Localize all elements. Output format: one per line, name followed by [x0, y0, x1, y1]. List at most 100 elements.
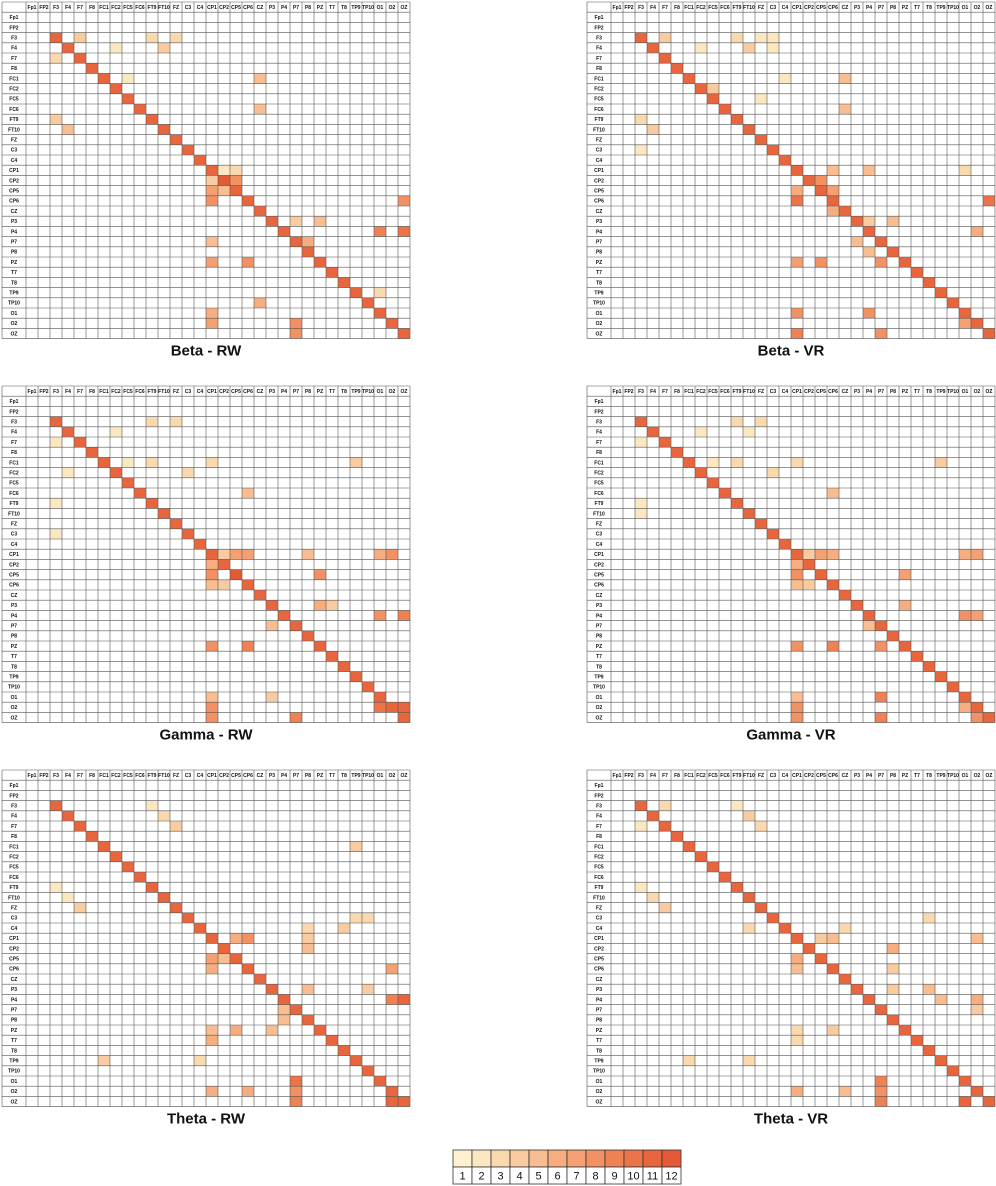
column-label: FZ: [173, 5, 179, 11]
column-label: PZ: [317, 5, 323, 11]
column-label: FZ: [758, 773, 764, 779]
row-label: TP10: [8, 1069, 20, 1075]
cell: [923, 912, 935, 923]
row-label: FT9: [10, 501, 19, 507]
column-label: T8: [926, 389, 932, 395]
row-label: O2: [11, 1089, 18, 1095]
cell: [791, 712, 803, 723]
row-label: T7: [11, 270, 17, 276]
column-label: FC2: [111, 5, 121, 11]
column-label: C4: [782, 773, 789, 779]
diagonal-cell: [170, 518, 182, 529]
cell: [803, 579, 815, 590]
cell: [731, 800, 743, 811]
row-label: CP2: [9, 562, 19, 568]
cell: [290, 318, 302, 329]
cell: [659, 800, 671, 811]
diagonal-cell: [86, 447, 98, 458]
row-label: CP5: [9, 573, 19, 579]
row-label: Fp1: [10, 783, 19, 789]
diagonal-cell: [731, 498, 743, 509]
cell: [158, 810, 170, 821]
cell: [983, 195, 995, 206]
cell: [635, 508, 647, 519]
legend-label: 12: [665, 1170, 677, 1182]
row-label: O1: [11, 1079, 18, 1085]
column-label: FT10: [743, 5, 755, 11]
cell: [374, 610, 386, 621]
column-label: F8: [89, 389, 95, 395]
column-label: P4: [866, 389, 872, 395]
cell: [242, 549, 254, 560]
diagonal-cell: [386, 702, 398, 713]
row-label: P3: [596, 219, 602, 225]
column-label: T7: [914, 389, 920, 395]
diagonal-cell: [266, 984, 278, 995]
cell: [242, 933, 254, 944]
column-label: Fp1: [28, 773, 37, 779]
legend-swatch: [642, 1149, 663, 1168]
column-label: C4: [197, 5, 204, 11]
row-label: C3: [596, 148, 603, 154]
diagonal-cell: [959, 1076, 971, 1087]
row-label: CP2: [9, 946, 19, 952]
diagonal-cell: [122, 477, 134, 488]
cell: [50, 437, 62, 448]
row-label: P7: [596, 1008, 602, 1014]
diagonal-cell: [254, 206, 266, 217]
cell: [767, 42, 779, 53]
column-label: TP10: [947, 773, 959, 779]
chart-title: Beta - RW: [171, 343, 242, 360]
diagonal-cell: [62, 810, 74, 821]
diagonal-cell: [947, 1065, 959, 1076]
row-label: T8: [596, 280, 602, 286]
cell: [935, 994, 947, 1005]
row-label: O1: [596, 695, 603, 701]
diagonal-cell: [863, 226, 875, 237]
diagonal-cell: [242, 963, 254, 974]
cell: [875, 712, 887, 723]
column-label: P3: [269, 773, 275, 779]
cell: [815, 257, 827, 268]
cell: [851, 236, 863, 247]
column-label: TP9: [936, 5, 945, 11]
diagonal-cell: [695, 83, 707, 94]
column-label: F3: [638, 389, 644, 395]
row-label: PZ: [11, 1028, 17, 1034]
column-label: P4: [866, 773, 872, 779]
cell: [887, 984, 899, 995]
cell: [242, 641, 254, 652]
column-label: P3: [269, 5, 275, 11]
row-label: CP1: [9, 936, 19, 942]
column-label: Fp1: [28, 5, 37, 11]
legend-label: 8: [592, 1170, 598, 1182]
column-label: CP1: [792, 389, 802, 395]
column-label: TP9: [351, 773, 360, 779]
column-label: FT10: [158, 389, 170, 395]
column-label: FC2: [111, 389, 121, 395]
row-label: T7: [596, 654, 602, 660]
row-label: FC1: [9, 460, 19, 466]
row-label: CP5: [9, 957, 19, 963]
cell: [887, 216, 899, 227]
row-label: FC2: [594, 471, 604, 477]
row-label: CP6: [9, 199, 19, 205]
diagonal-cell: [62, 426, 74, 437]
cell: [887, 943, 899, 954]
cell: [206, 236, 218, 247]
column-label: CP6: [243, 5, 253, 11]
cell: [827, 165, 839, 176]
diagonal-cell: [647, 426, 659, 437]
cell: [743, 923, 755, 934]
cell: [875, 692, 887, 703]
diagonal-cell: [218, 559, 230, 570]
cell: [863, 620, 875, 631]
diagonal-cell: [983, 1096, 995, 1107]
row-label: Fp1: [595, 783, 604, 789]
row-label: O2: [596, 1089, 603, 1095]
diagonal-cell: [719, 104, 731, 115]
cell: [206, 579, 218, 590]
cell: [206, 692, 218, 703]
diagonal-cell: [110, 83, 122, 94]
row-label: Fp1: [595, 15, 604, 21]
